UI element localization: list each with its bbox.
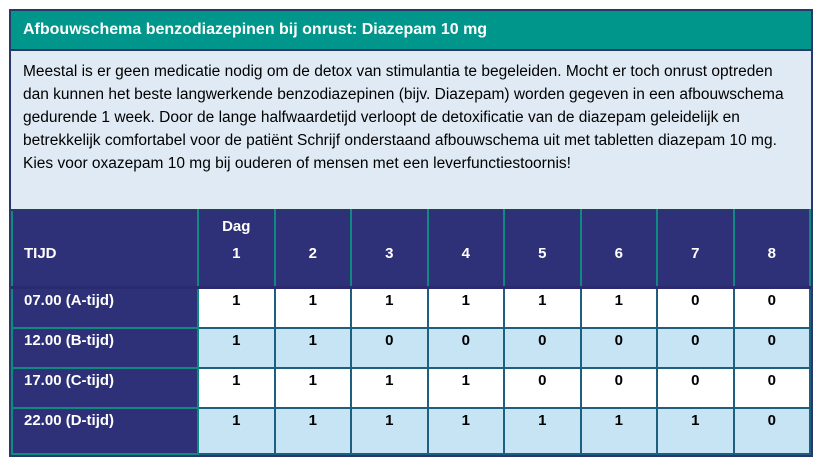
dose-cell: 0: [732, 407, 811, 455]
dose-cell: 1: [503, 407, 582, 455]
dose-cell: 1: [350, 286, 429, 329]
dose-cell: 0: [579, 327, 658, 369]
column-header-day-4: 4: [426, 209, 505, 289]
dose-cell: 0: [656, 286, 735, 329]
day-group-label: Dag: [222, 218, 251, 235]
dose-cell: 0: [579, 367, 658, 409]
dose-cell: 1: [350, 407, 429, 455]
dose-cell: 0: [656, 367, 735, 409]
document-panel: Afbouwschema benzodiazepinen bij onrust:…: [9, 9, 813, 457]
dose-cell: 0: [503, 367, 582, 409]
row-time-label: 17.00 (C-tijd): [11, 367, 199, 409]
table-header-row: TIJD Dag 1 2 3 4: [11, 209, 811, 289]
dose-cell: 1: [426, 367, 505, 409]
dose-cell: 1: [273, 286, 352, 329]
taper-schedule-table: TIJD Dag 1 2 3 4: [11, 209, 811, 455]
dose-cell: 1: [503, 286, 582, 329]
column-header-day-2: 2: [273, 209, 352, 289]
column-header-day-7: 7: [656, 209, 735, 289]
dose-cell: 0: [350, 327, 429, 369]
dose-cell: 1: [273, 407, 352, 455]
tijd-label: TIJD: [24, 245, 57, 262]
dose-cell: 1: [656, 407, 735, 455]
column-header-day-5: 5: [503, 209, 582, 289]
dose-cell: 1: [350, 367, 429, 409]
dose-cell: 1: [273, 327, 352, 369]
dose-cell: 0: [732, 367, 811, 409]
dose-cell: 1: [426, 286, 505, 329]
document-title: Afbouwschema benzodiazepinen bij onrust:…: [11, 11, 811, 51]
dose-cell: 0: [732, 286, 811, 329]
intro-paragraph: Meestal is er geen medicatie nodig om de…: [11, 51, 811, 209]
column-header-day-3: 3: [350, 209, 429, 289]
dose-cell: 0: [732, 327, 811, 369]
table-row: 22.00 (D-tijd) 1 1 1 1 1 1 1 0: [11, 407, 811, 455]
dose-cell: 0: [503, 327, 582, 369]
dose-cell: 1: [197, 327, 276, 369]
column-header-day-6: 6: [579, 209, 658, 289]
column-header-tijd: TIJD: [11, 209, 199, 289]
table-row: 12.00 (B-tijd) 1 1 0 0 0 0 0 0: [11, 327, 811, 369]
table-row: 17.00 (C-tijd) 1 1 1 1 0 0 0 0: [11, 367, 811, 409]
dose-cell: 1: [426, 407, 505, 455]
dose-cell: 0: [656, 327, 735, 369]
row-time-label: 07.00 (A-tijd): [11, 286, 199, 329]
dose-cell: 1: [273, 367, 352, 409]
column-header-day-1: Dag 1: [197, 209, 276, 289]
dose-cell: 1: [197, 286, 276, 329]
row-time-label: 12.00 (B-tijd): [11, 327, 199, 369]
row-time-label: 22.00 (D-tijd): [11, 407, 199, 455]
dose-cell: 0: [426, 327, 505, 369]
dose-cell: 1: [197, 367, 276, 409]
dose-cell: 1: [197, 407, 276, 455]
dose-cell: 1: [579, 286, 658, 329]
table-row: 07.00 (A-tijd) 1 1 1 1 1 1 0 0: [11, 286, 811, 329]
dose-cell: 1: [579, 407, 658, 455]
column-header-day-8: 8: [732, 209, 811, 289]
